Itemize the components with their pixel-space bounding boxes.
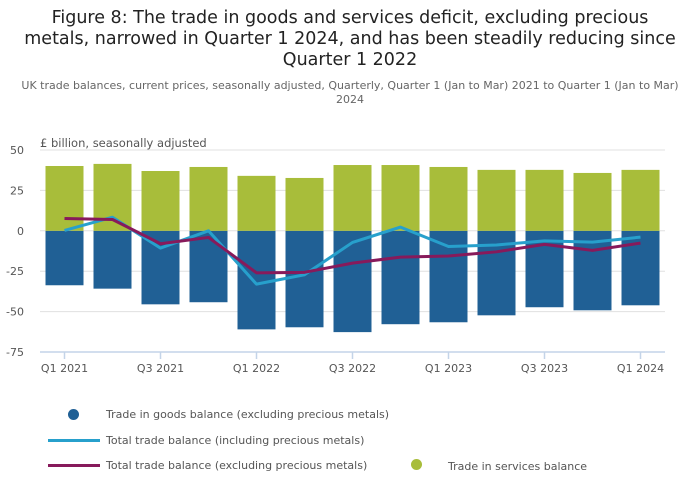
bar — [429, 166, 468, 231]
bar — [333, 230, 372, 333]
x-tick-label: Q3 2023 — [521, 362, 568, 375]
bar — [573, 230, 612, 311]
legend-total-excl-line-icon — [48, 464, 100, 467]
series-line — [64, 215, 641, 286]
y-tick-label: -50 — [6, 306, 24, 319]
bar — [525, 169, 564, 231]
legend-services-label: Trade in services balance — [448, 460, 588, 473]
y-tick-label: 25 — [10, 184, 24, 197]
x-tick-label: Q1 2023 — [425, 362, 472, 375]
bar — [285, 230, 324, 328]
y-tick-label: 0 — [17, 225, 24, 238]
bar — [429, 230, 468, 323]
bar — [621, 230, 660, 306]
bar — [237, 175, 276, 231]
bar — [45, 165, 84, 231]
bar — [285, 177, 324, 231]
bar — [189, 230, 228, 303]
bar — [333, 165, 372, 231]
x-tick-label: Q3 2022 — [329, 362, 376, 375]
bar — [237, 230, 276, 330]
bar — [477, 169, 516, 231]
chart-title: Figure 8: The trade in goods and service… — [24, 8, 676, 70]
bar — [573, 172, 612, 231]
y-tick-label: -25 — [6, 265, 24, 278]
bar — [93, 230, 132, 289]
bar — [141, 171, 180, 231]
x-tick-label: Q3 2021 — [137, 362, 184, 375]
legend-total-incl-label: Total trade balance (including precious … — [106, 434, 365, 447]
bar — [381, 230, 420, 325]
x-tick-label: Q1 2021 — [41, 362, 88, 375]
x-tick-label: Q1 2022 — [233, 362, 280, 375]
x-tick-label: Q1 2024 — [617, 362, 664, 375]
bar — [45, 230, 84, 286]
bar — [621, 169, 660, 231]
y-axis-label: £ billion, seasonally adjusted — [40, 136, 207, 150]
series-line — [64, 217, 641, 275]
bar — [189, 166, 228, 231]
legend-total-incl-line-icon — [48, 439, 100, 442]
legend-total-excl-label: Total trade balance (excluding precious … — [106, 459, 368, 472]
bar — [381, 165, 420, 231]
y-tick-label: 50 — [10, 144, 24, 157]
chart-subtitle: UK trade balances, current prices, seaso… — [21, 79, 679, 106]
y-tick-label: -75 — [6, 346, 24, 359]
legend-services-marker-icon — [411, 459, 422, 470]
legend-goods-label: Trade in goods balance (excluding precio… — [106, 408, 390, 421]
legend-goods-marker-icon — [68, 409, 79, 420]
